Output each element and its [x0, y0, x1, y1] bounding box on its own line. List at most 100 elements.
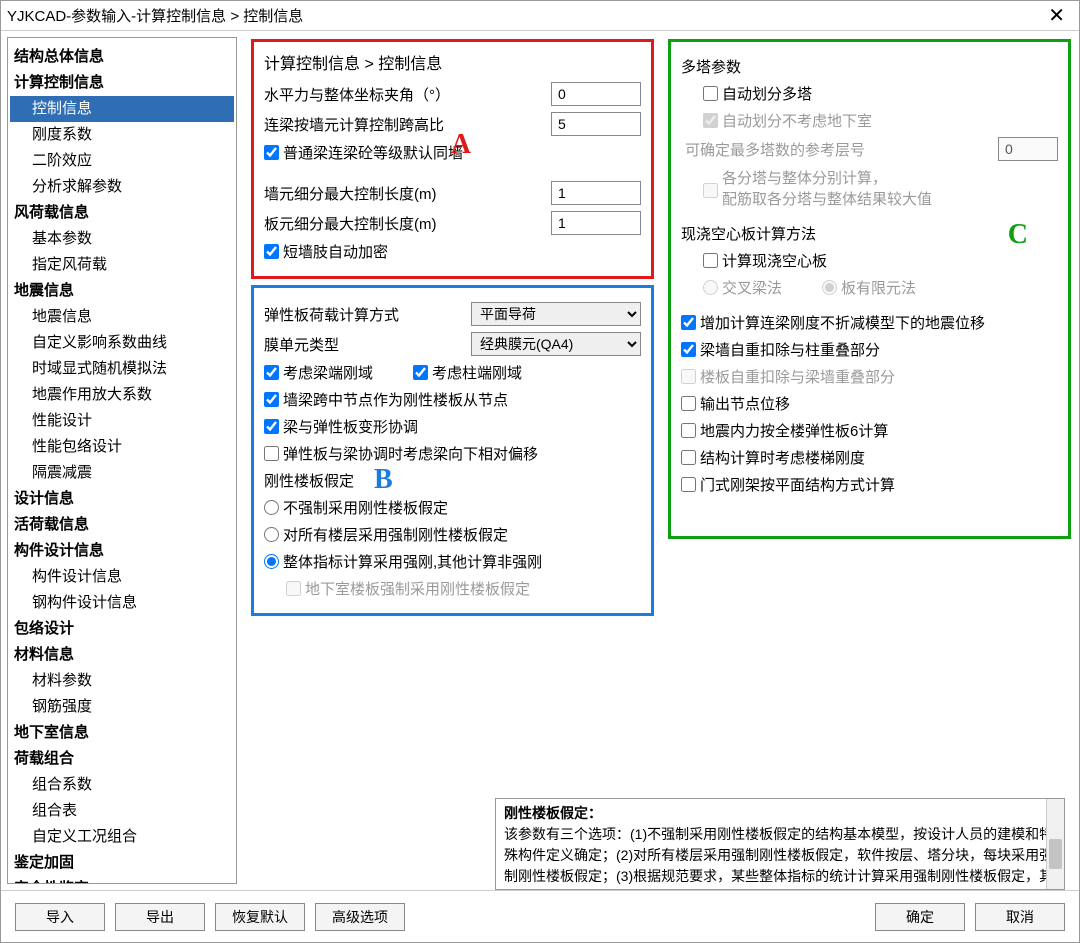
sidebar-item[interactable]: 性能设计	[10, 408, 234, 434]
cancel-button[interactable]: 取消	[975, 903, 1065, 931]
sidebar-item[interactable]: 控制信息	[10, 96, 234, 122]
label-hollow-plate: 现浇空心板计算方法	[681, 226, 816, 243]
sidebar-category: 构件设计信息	[10, 538, 234, 564]
import-button[interactable]: 导入	[15, 903, 105, 931]
scrollbar[interactable]	[1046, 799, 1064, 889]
ok-button[interactable]: 确定	[875, 903, 965, 931]
restore-default-button[interactable]: 恢复默认	[215, 903, 305, 931]
sidebar-item[interactable]: 钢筋强度	[10, 694, 234, 720]
sidebar-item[interactable]: 刚度系数	[10, 122, 234, 148]
sidebar-category: 地下室信息	[10, 720, 234, 746]
sidebar-item[interactable]: 基本参数	[10, 226, 234, 252]
chk-auto-multi-tower[interactable]: 自动划分多塔	[703, 83, 812, 104]
chk-beam-end-rigid[interactable]: 考虑梁端刚域	[264, 362, 373, 383]
chk-calc-hollow-plate[interactable]: 计算现浇空心板	[703, 250, 827, 271]
chk-auto-ignore-basement: 自动划分不考虑地下室	[703, 110, 872, 131]
label-span-ratio: 连梁按墙元计算控制跨高比	[264, 114, 543, 135]
content-panel: 计算控制信息 > 控制信息 水平力与整体坐标夹角（°） 连梁按墙元计算控制跨高比…	[243, 31, 1079, 890]
chk-plate-beam-offset[interactable]: 弹性板与梁协调时考虑梁向下相对偏移	[264, 443, 538, 464]
label-plate-mesh: 板元细分最大控制长度(m)	[264, 213, 543, 234]
input-angle[interactable]	[551, 82, 641, 106]
label-membrane-type: 膜单元类型	[264, 334, 463, 355]
sidebar-category: 计算控制信息	[10, 70, 234, 96]
input-plate-mesh[interactable]	[551, 211, 641, 235]
sidebar-category: 荷载组合	[10, 746, 234, 772]
annotation-c: C	[1008, 219, 1028, 251]
annotation-a: A	[451, 129, 471, 161]
input-span-ratio[interactable]	[551, 112, 641, 136]
sidebar-item[interactable]: 性能包络设计	[10, 434, 234, 460]
sidebar-item[interactable]: 隔震减震	[10, 460, 234, 486]
scroll-thumb[interactable]	[1049, 839, 1062, 869]
chk-each-tower-calc: 各分塔与整体分别计算， 配筋取各分塔与整体结果较大值	[703, 167, 932, 209]
radio-rigid-1[interactable]: 不强制采用刚性楼板假定	[264, 497, 448, 518]
sidebar-item[interactable]: 组合表	[10, 798, 234, 824]
chk-basement-rigid: 地下室楼板强制采用刚性楼板假定	[286, 578, 530, 599]
chk-seismic-elastic6[interactable]: 地震内力按全楼弹性板6计算	[681, 420, 888, 441]
sidebar-item[interactable]: 材料参数	[10, 668, 234, 694]
sidebar-category: 安全性鉴定	[10, 876, 234, 884]
sidebar-item[interactable]: 分析求解参数	[10, 174, 234, 200]
sidebar-item[interactable]: 自定义工况组合	[10, 824, 234, 850]
help-title: 刚性楼板假定：	[504, 805, 602, 821]
radio-plate-fem: 板有限元法	[822, 277, 916, 298]
sidebar-category: 风荷载信息	[10, 200, 234, 226]
sidebar: 结构总体信息计算控制信息控制信息刚度系数二阶效应分析求解参数风荷载信息基本参数指…	[7, 37, 237, 884]
label-wall-mesh: 墙元细分最大控制长度(m)	[264, 183, 543, 204]
chk-output-node-disp[interactable]: 输出节点位移	[681, 393, 790, 414]
label-ref-floor: 可确定最多塔数的参考层号	[685, 139, 990, 160]
close-icon[interactable]: ✕	[1040, 3, 1073, 28]
annotation-b: B	[374, 464, 393, 496]
section-a: 计算控制信息 > 控制信息 水平力与整体坐标夹角（°） 连梁按墙元计算控制跨高比…	[251, 39, 654, 279]
chk-col-end-rigid[interactable]: 考虑柱端刚域	[413, 362, 522, 383]
chk-stair-stiff[interactable]: 结构计算时考虑楼梯刚度	[681, 447, 865, 468]
main-window: YJKCAD-参数输入-计算控制信息 > 控制信息 ✕ 结构总体信息计算控制信息…	[0, 0, 1080, 943]
select-membrane-type[interactable]: 经典膜元(QA4)	[471, 332, 641, 356]
sidebar-item[interactable]: 地震信息	[10, 304, 234, 330]
sidebar-category: 材料信息	[10, 642, 234, 668]
label-angle: 水平力与整体坐标夹角（°）	[264, 84, 543, 105]
input-wall-mesh[interactable]	[551, 181, 641, 205]
help-body: 该参数有三个选项：(1)不强制采用刚性楼板假定的结构基本模型，按设计人员的建模和…	[504, 824, 1056, 890]
advanced-button[interactable]: 高级选项	[315, 903, 405, 931]
sidebar-item[interactable]: 组合系数	[10, 772, 234, 798]
help-panel: 刚性楼板假定： 该参数有三个选项：(1)不强制采用刚性楼板假定的结构基本模型，按…	[495, 798, 1065, 890]
chk-short-wall[interactable]: 短墙肢自动加密	[264, 241, 388, 262]
sidebar-item[interactable]: 地震作用放大系数	[10, 382, 234, 408]
select-elastic-load[interactable]: 平面导荷	[471, 302, 641, 326]
label-rigid-floor: 刚性楼板假定	[264, 473, 354, 490]
sidebar-category: 设计信息	[10, 486, 234, 512]
sidebar-item[interactable]: 自定义影响系数曲线	[10, 330, 234, 356]
sidebar-category: 包络设计	[10, 616, 234, 642]
titlebar: YJKCAD-参数输入-计算控制信息 > 控制信息 ✕	[1, 1, 1079, 31]
chk-link-beam-disp[interactable]: 增加计算连梁刚度不折减模型下的地震位移	[681, 312, 985, 333]
sidebar-item[interactable]: 时域显式随机模拟法	[10, 356, 234, 382]
sidebar-item[interactable]: 指定风荷载	[10, 252, 234, 278]
input-ref-floor	[998, 137, 1058, 161]
sidebar-category: 结构总体信息	[10, 44, 234, 70]
export-button[interactable]: 导出	[115, 903, 205, 931]
sidebar-item[interactable]: 钢构件设计信息	[10, 590, 234, 616]
sidebar-category: 鉴定加固	[10, 850, 234, 876]
chk-beam-same-wall[interactable]: 普通梁连梁砼等级默认同墙	[264, 142, 463, 163]
label-elastic-load: 弹性板荷载计算方式	[264, 304, 463, 325]
radio-rigid-2[interactable]: 对所有楼层采用强制刚性楼板假定	[264, 524, 508, 545]
sidebar-item[interactable]: 构件设计信息	[10, 564, 234, 590]
chk-beam-wall-weight[interactable]: 梁墙自重扣除与柱重叠部分	[681, 339, 880, 360]
sidebar-item[interactable]: 二阶效应	[10, 148, 234, 174]
window-title: YJKCAD-参数输入-计算控制信息 > 控制信息	[7, 5, 1040, 26]
section-c: 多塔参数 自动划分多塔 自动划分不考虑地下室 可确定最多塔数的参考层号 各分塔与…	[668, 39, 1071, 539]
chk-beam-plate-deform[interactable]: 梁与弹性板变形协调	[264, 416, 418, 437]
chk-wall-beam-mid[interactable]: 墙梁跨中节点作为刚性楼板从节点	[264, 389, 508, 410]
chk-floor-weight: 楼板自重扣除与梁墙重叠部分	[681, 366, 895, 387]
sidebar-category: 地震信息	[10, 278, 234, 304]
breadcrumb: 计算控制信息 > 控制信息	[264, 50, 641, 74]
sidebar-category: 活荷载信息	[10, 512, 234, 538]
main-area: 结构总体信息计算控制信息控制信息刚度系数二阶效应分析求解参数风荷载信息基本参数指…	[1, 31, 1079, 890]
radio-cross-beam: 交叉梁法	[703, 277, 782, 298]
footer: 导入 导出 恢复默认 高级选项 确定 取消	[1, 890, 1079, 942]
label-multi-tower: 多塔参数	[681, 56, 1058, 77]
chk-portal-frame[interactable]: 门式刚架按平面结构方式计算	[681, 474, 895, 495]
radio-rigid-3[interactable]: 整体指标计算采用强刚,其他计算非强刚	[264, 551, 542, 572]
section-b: 弹性板荷载计算方式 平面导荷 膜单元类型 经典膜元(QA4) 考虑梁端刚域 考虑…	[251, 285, 654, 616]
